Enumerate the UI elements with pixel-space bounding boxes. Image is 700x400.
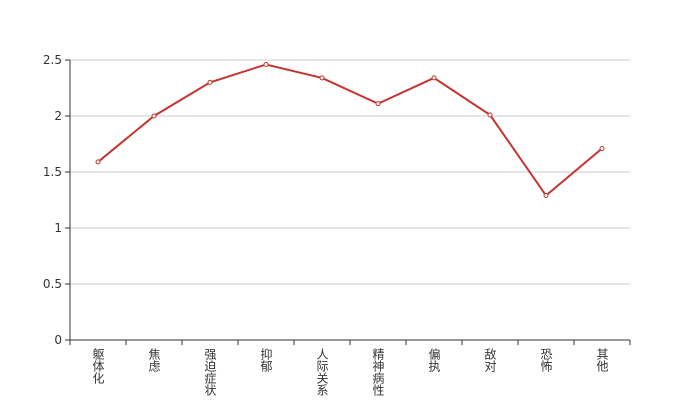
x-tick-label: 精神病性 xyxy=(371,348,385,397)
y-tick-label: 0 xyxy=(54,333,62,347)
y-tick-label: 1.5 xyxy=(43,165,62,179)
y-tick-label: 0.5 xyxy=(43,277,62,291)
x-tick-label: 焦虑 xyxy=(147,348,161,372)
point xyxy=(207,79,213,85)
x-tick-label: 其他 xyxy=(595,348,609,372)
x-tick-label: 恐怖 xyxy=(539,348,553,372)
point xyxy=(599,145,605,151)
x-tick-label: 抑郁 xyxy=(259,347,273,373)
x-tick-label: 敌对 xyxy=(483,347,497,372)
point xyxy=(543,193,549,199)
x-tick-label: 人际关系 xyxy=(315,348,329,396)
line xyxy=(97,63,603,197)
y-tick-label: 2 xyxy=(54,109,62,123)
point xyxy=(151,113,157,119)
x-tick-label: 强迫症状 xyxy=(203,348,217,396)
point xyxy=(319,75,325,81)
x-tick-label: 躯体化 xyxy=(91,347,105,385)
point xyxy=(487,112,493,118)
y-tick-label: 2.5 xyxy=(43,53,62,67)
point xyxy=(431,75,437,81)
point xyxy=(263,61,269,67)
point xyxy=(95,159,101,165)
y-tick-label: 1 xyxy=(54,221,62,235)
point xyxy=(375,101,381,107)
x-tick-label: 偏执 xyxy=(427,347,441,373)
